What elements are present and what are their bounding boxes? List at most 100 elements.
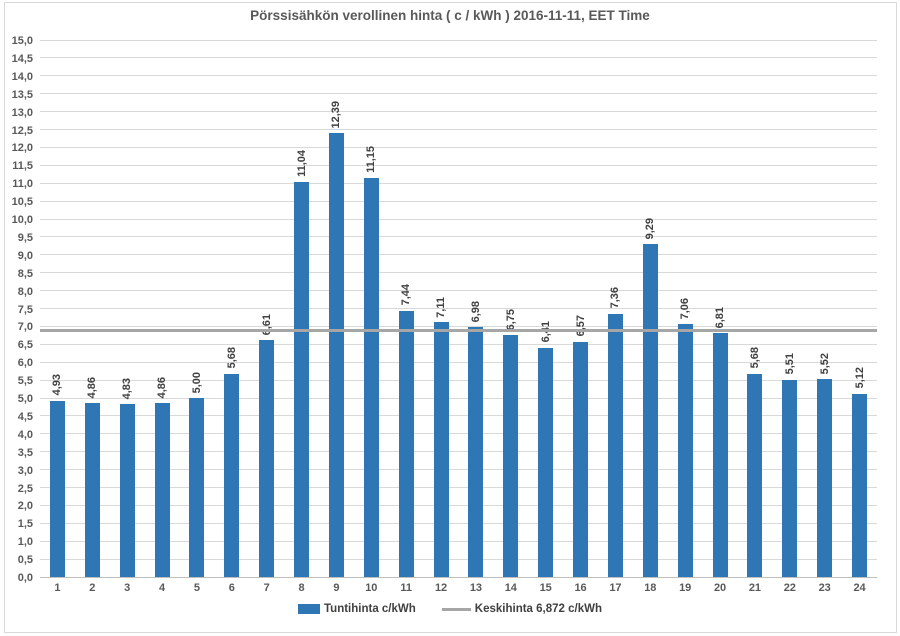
y-axis-tick-label: 7,5 (17, 303, 33, 316)
bar (84, 403, 100, 577)
gridline (40, 236, 877, 238)
gridline (40, 325, 877, 327)
y-axis-tick-label: 2,0 (17, 500, 33, 513)
y-axis-tick-label: 11,0 (12, 178, 33, 191)
bar (224, 373, 240, 577)
x-axis-tick-label: 11 (400, 582, 412, 594)
bar (677, 324, 693, 577)
gridline (40, 540, 877, 542)
y-axis-tick-label: 15,0 (11, 35, 33, 47)
legend-item-label: Keskihinta 6,872 c/kWh (474, 603, 602, 615)
bar-value-label: 7,11 (435, 296, 448, 318)
bar (642, 244, 658, 577)
bar-value-label: 4,83 (121, 377, 134, 400)
bar (154, 403, 170, 577)
plot-area: 4,93 4,86 4,83 4,86 5,00 5,68 6,61 11,04 12,39 11… (40, 39, 877, 578)
x-axis-tick-label: 23 (818, 582, 831, 594)
bar (782, 379, 798, 577)
bar-value-label: 5,52 (818, 352, 831, 375)
gridline (40, 218, 877, 220)
y-axis-tick-label: 3,5 (17, 446, 33, 459)
legend-bar-swatch (298, 604, 320, 614)
x-axis-tick-label: 16 (574, 582, 587, 594)
gridline (40, 146, 877, 148)
gridline (40, 522, 877, 524)
y-axis-tick-label: 9,0 (17, 249, 33, 262)
gridline (40, 200, 877, 202)
gridline (40, 272, 877, 274)
x-axis-tick-label: 10 (365, 582, 378, 594)
gridline (40, 469, 877, 471)
y-axis-tick-label: 10,0 (11, 214, 33, 226)
bar-value-label: 9,29 (644, 218, 657, 240)
gridline (40, 254, 877, 256)
x-axis-tick-label: 15 (539, 582, 552, 594)
gridline (40, 379, 877, 381)
y-axis-tick-label: 1,5 (17, 518, 33, 531)
y-axis-tick-label: 8,5 (17, 267, 33, 280)
bar-value-label: 6,98 (469, 300, 482, 323)
bar (433, 322, 449, 577)
y-axis: 0,0 0,5 1,0 1,5 2,0 2,5 3,0 3,5 4,0 4,5 5,0 5,5 6,0 6… (0, 35, 35, 584)
y-axis-tick-label: 4,5 (17, 410, 33, 423)
legend-line-swatch (441, 607, 471, 611)
bar-value-label: 6,81 (714, 306, 727, 329)
y-axis-tick-label: 6,0 (17, 357, 33, 370)
x-axis-tick-label: 1 (54, 582, 61, 594)
y-axis-tick-label: 12,0 (11, 142, 33, 155)
y-axis-tick-label: 1,0 (17, 536, 33, 549)
gridline (40, 290, 877, 292)
y-axis-tick-label: 12,5 (11, 124, 33, 137)
gridline (40, 361, 877, 363)
bar (503, 335, 519, 577)
bar (712, 333, 728, 577)
gridline (40, 111, 877, 113)
gridline (40, 182, 877, 184)
gridline (40, 504, 877, 506)
bar-value-label: 6,75 (504, 308, 517, 331)
x-axis: 1 2 3 4 5 6 7 8 9 10 11 12 13 14 15 16 17 18 19 20 21 22 23 24 (40, 582, 877, 598)
bar (607, 313, 623, 577)
gridline (40, 343, 877, 345)
bar-value-label: 4,86 (86, 376, 99, 399)
bar-value-label: 7,36 (609, 287, 622, 309)
x-axis-tick-label: 9 (333, 582, 340, 594)
y-axis-tick-label: 8,0 (17, 285, 33, 298)
bar (573, 341, 589, 577)
x-axis-tick-label: 22 (783, 582, 796, 594)
bar-value-label: 11,15 (365, 145, 378, 173)
x-axis-tick-label: 2 (89, 582, 96, 594)
bar-value-label: 5,68 (225, 347, 238, 369)
y-axis-tick-label: 9,5 (17, 231, 33, 244)
x-axis-tick-label: 20 (713, 582, 727, 594)
gridline (40, 93, 877, 95)
x-axis-tick-label: 17 (609, 582, 622, 594)
bar (363, 177, 379, 577)
y-axis-tick-label: 14,5 (11, 52, 33, 65)
legend-item-label: Tuntihinta c/kWh (324, 603, 416, 615)
bar (294, 181, 310, 577)
y-axis-tick-label: 3,0 (17, 464, 33, 477)
gridline (40, 57, 877, 59)
bar (468, 327, 484, 577)
x-axis-tick-label: 4 (159, 582, 166, 594)
x-axis-tick-label: 24 (853, 582, 866, 594)
y-axis-tick-label: 0,0 (17, 572, 33, 584)
x-axis-tick-label: 19 (679, 582, 692, 594)
bar-value-label: 11,04 (295, 149, 308, 177)
y-axis-tick-label: 5,0 (17, 393, 33, 405)
chart-legend: Tuntihinta c/kWh Keskihinta 6,872 c/kWh (0, 603, 900, 615)
gridline (40, 308, 877, 309)
x-axis-tick-label: 8 (298, 582, 305, 594)
gridline (40, 451, 877, 453)
bar (259, 340, 275, 577)
x-axis-tick-label: 18 (644, 582, 657, 594)
bar (817, 379, 833, 577)
x-axis-tick-label: 6 (228, 582, 235, 594)
bar-value-label: 5,00 (190, 371, 203, 393)
bar (538, 347, 554, 577)
legend-item-keskihinta: Keskihinta 6,872 c/kWh (441, 603, 602, 615)
bar-value-label: 12,39 (330, 100, 343, 129)
y-axis-tick-label: 14,0 (11, 70, 33, 83)
